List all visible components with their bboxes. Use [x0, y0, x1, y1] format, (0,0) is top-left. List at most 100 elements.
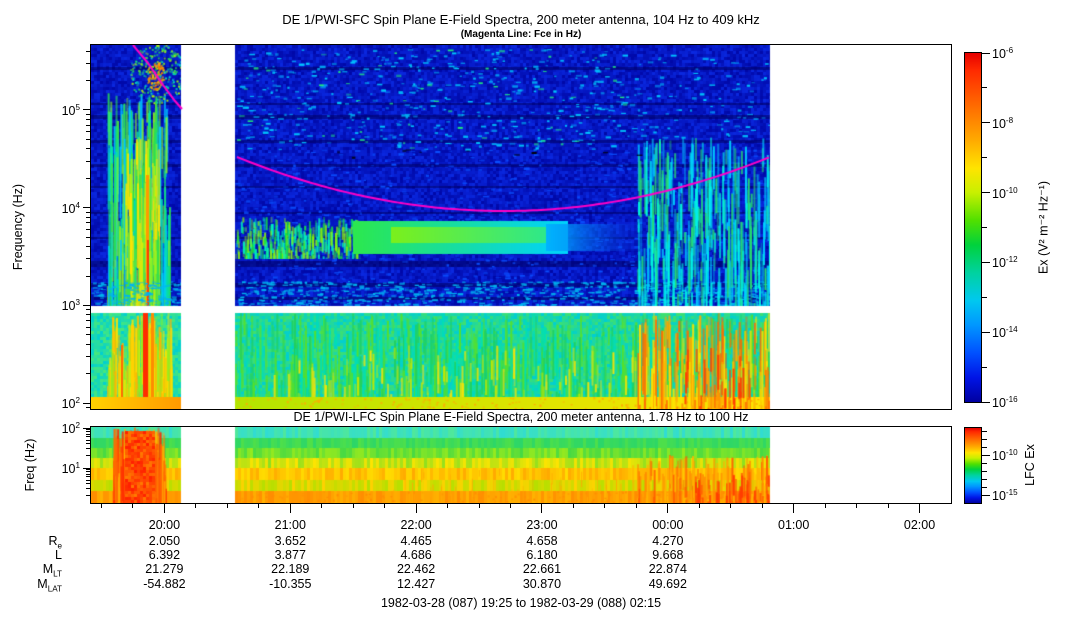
- time-minor-tick: [698, 504, 700, 508]
- time-minor-tick: [132, 504, 134, 508]
- sfc-colorbar-tick: [982, 52, 990, 54]
- time-label: 23:00: [526, 518, 558, 532]
- sfc-y-minor-tick: [86, 124, 91, 126]
- orbit-value: 4.686: [400, 548, 432, 562]
- time-major-tick: [919, 504, 921, 513]
- time-minor-tick: [635, 504, 637, 508]
- lfc-y-minor-tick: [86, 443, 91, 445]
- sfc-y-axis-label: Frequency (Hz): [11, 183, 25, 271]
- sfc-colorbar-minor-tick: [982, 87, 987, 89]
- sfc-spectrogram-canvas: [91, 45, 951, 409]
- orbit-value: 21.279: [145, 562, 184, 576]
- sfc-y-minor-tick: [86, 326, 91, 328]
- sfc-colorbar-tick: [982, 122, 990, 124]
- time-label: 00:00: [652, 518, 684, 532]
- time-minor-tick: [478, 504, 480, 508]
- sfc-y-minor-tick: [86, 320, 91, 322]
- time-minor-tick: [510, 504, 511, 508]
- sfc-colorbar-label: Ex (V² m⁻² Hz⁻¹): [1036, 180, 1051, 275]
- sfc-y-minor-tick: [86, 131, 91, 133]
- sfc-y-tick: [83, 207, 91, 209]
- lfc-y-tick-label: 102: [61, 421, 80, 437]
- time-major-tick: [163, 504, 165, 513]
- sfc-y-minor-tick: [86, 236, 91, 238]
- orbit-value: 4.658: [526, 534, 558, 548]
- orbit-value: 3.652: [274, 534, 306, 548]
- time-major-tick: [289, 504, 291, 513]
- lfc-y-minor-tick: [86, 471, 91, 473]
- lfc-y-minor-tick: [86, 433, 91, 435]
- sfc-y-minor-tick: [86, 50, 91, 52]
- time-major-tick: [415, 504, 417, 513]
- lfc-y-tick: [83, 427, 91, 429]
- lfc-y-minor-tick: [86, 436, 91, 438]
- sfc-y-minor-tick: [86, 275, 91, 277]
- time-label: 22:00: [400, 518, 432, 532]
- time-minor-tick: [887, 504, 889, 508]
- orbit-value: 6.392: [148, 548, 181, 562]
- orbit-row-label: MLAT: [37, 577, 62, 594]
- lfc-colorbar-minor-tick: [982, 430, 987, 432]
- sfc-colorbar-tick-label: 10-10: [992, 185, 1018, 201]
- lfc-y-tick: [83, 467, 91, 469]
- sfc-y-minor-tick: [86, 314, 91, 316]
- time-minor-tick: [384, 504, 386, 508]
- orbit-value: 22.661: [522, 562, 562, 576]
- sfc-colorbar-tick: [982, 192, 990, 194]
- orbit-row-label: MLT: [42, 562, 62, 579]
- sfc-y-tick-label: 105: [61, 102, 80, 119]
- sfc-y-minor-tick: [86, 373, 91, 375]
- sfc-y-minor-tick: [86, 407, 91, 409]
- sfc-y-minor-tick: [86, 80, 91, 82]
- orbit-value: 3.877: [274, 548, 306, 562]
- sfc-y-tick-label: 102: [61, 396, 80, 412]
- time-minor-tick: [572, 504, 574, 508]
- time-minor-tick: [352, 504, 354, 508]
- lfc-colorbar-minor-tick: [982, 438, 987, 440]
- sfc-title: DE 1/PWI-SFC Spin Plane E-Field Spectra,…: [282, 12, 760, 27]
- lfc-colorbar-minor-tick: [982, 446, 987, 448]
- lfc-y-minor-tick: [86, 495, 91, 497]
- lfc-y-minor-tick: [86, 476, 91, 478]
- orbit-value: 9.668: [652, 548, 684, 562]
- lfc-y-minor-tick: [86, 469, 91, 471]
- time-minor-tick: [100, 504, 102, 508]
- sfc-y-minor-tick: [86, 138, 91, 140]
- sfc-y-minor-tick: [86, 334, 91, 336]
- sfc-y-minor-tick: [86, 258, 91, 260]
- lfc-colorbar: [964, 427, 982, 504]
- lfc-colorbar-tick: [982, 454, 990, 456]
- time-major-tick: [667, 504, 669, 513]
- sfc-colorbar-tick: [982, 401, 990, 403]
- lfc-title: DE 1/PWI-LFC Spin Plane E-Field Spectra,…: [293, 410, 749, 424]
- time-minor-tick: [604, 504, 606, 508]
- lfc-colorbar-minor-tick: [982, 462, 987, 464]
- sfc-y-minor-tick: [86, 356, 91, 357]
- time-minor-tick: [226, 504, 228, 508]
- orbit-value: 49.692: [648, 577, 687, 591]
- orbit-value: 30.870: [522, 577, 562, 591]
- sfc-y-tick: [83, 402, 91, 404]
- lfc-y-minor-tick: [86, 429, 91, 431]
- sfc-colorbar-tick-label: 10-12: [992, 255, 1018, 271]
- orbit-value: 4.270: [652, 534, 684, 548]
- orbit-value: 22.462: [396, 562, 436, 576]
- orbit-value: 12.427: [396, 577, 436, 591]
- sfc-y-tick-label: 104: [61, 200, 80, 216]
- sfc-y-tick-label: 103: [61, 298, 80, 314]
- time-label: 20:00: [148, 518, 181, 532]
- sfc-y-minor-tick: [86, 222, 91, 224]
- lfc-y-minor-tick: [86, 439, 91, 441]
- lfc-colorbar-minor-tick: [982, 470, 987, 472]
- sfc-colorbar-tick-label: 10-14: [992, 325, 1018, 341]
- sfc-y-minor-tick: [86, 343, 91, 345]
- lfc-y-minor-tick: [86, 455, 91, 457]
- orbit-value: 4.465: [400, 534, 432, 548]
- time-minor-tick: [195, 504, 197, 508]
- sfc-y-minor-tick: [86, 228, 91, 230]
- sfc-y-minor-tick: [86, 211, 91, 213]
- time-minor-tick: [321, 504, 323, 508]
- orbit-value: 6.180: [526, 548, 558, 562]
- lfc-spectrogram-canvas: [91, 427, 951, 503]
